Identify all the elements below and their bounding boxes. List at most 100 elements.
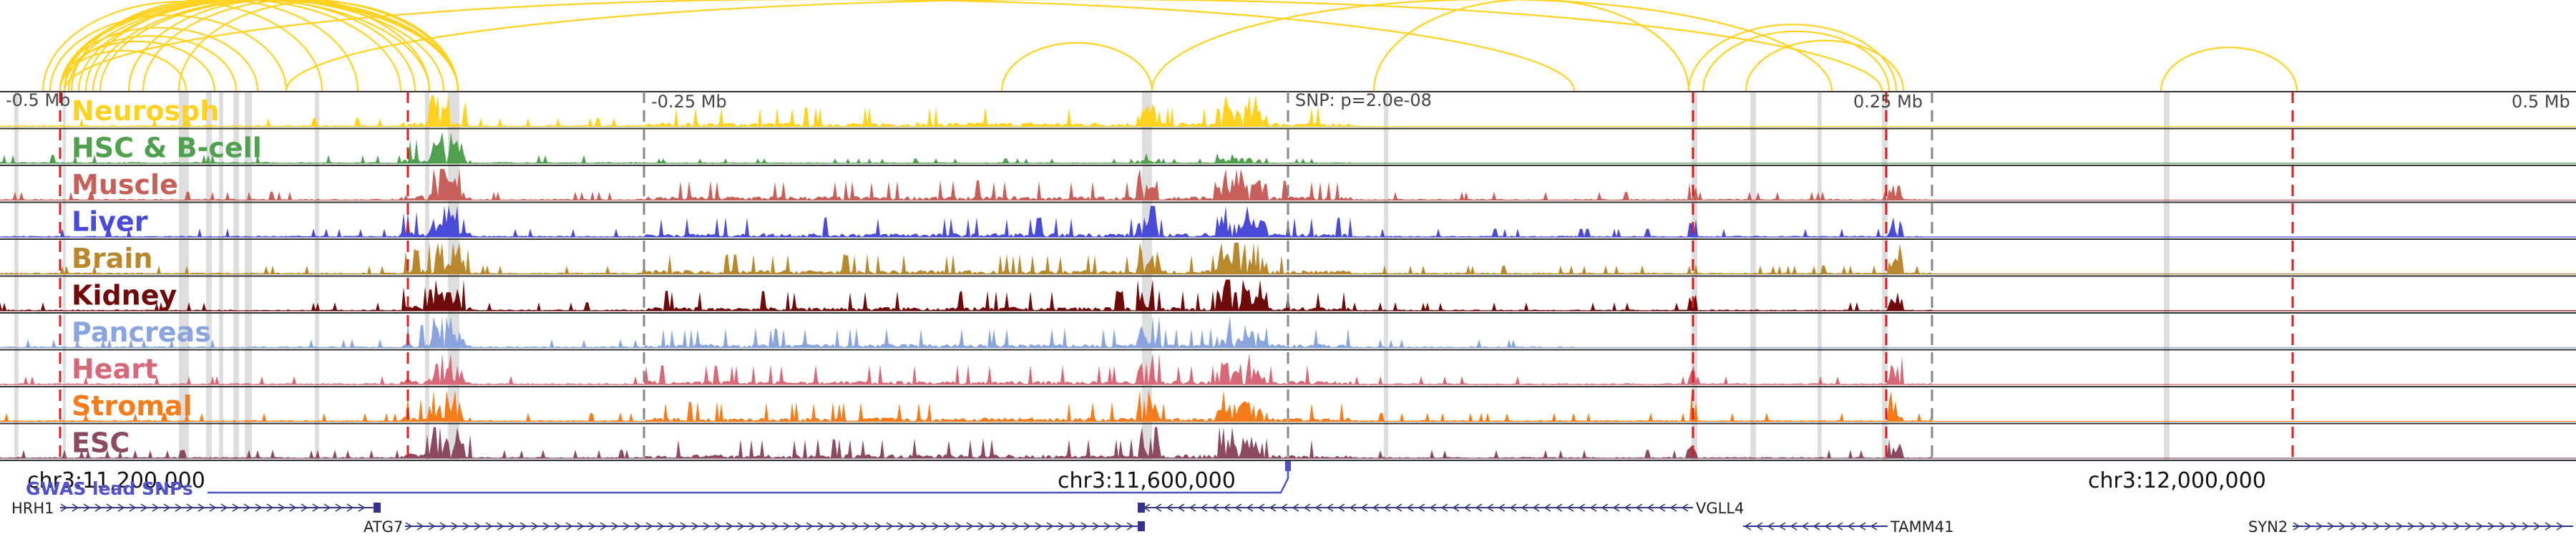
gene-strand-arrow bbox=[209, 503, 217, 512]
signal-neurosph bbox=[0, 95, 1360, 127]
gene-strand-arrow bbox=[1326, 503, 1334, 512]
gene-strand-arrow bbox=[255, 503, 263, 512]
signal-stromal bbox=[0, 390, 1932, 422]
gene-strand-arrow bbox=[497, 522, 504, 531]
signal-muscle bbox=[0, 169, 1932, 200]
gene-strand-arrow bbox=[1092, 522, 1100, 531]
gene-strand-arrow bbox=[737, 522, 745, 531]
gene-strand-arrow bbox=[439, 522, 447, 531]
gene-strand-arrow bbox=[657, 522, 665, 531]
loop-arc bbox=[99, 0, 459, 92]
signal-hsc-b-cell bbox=[0, 132, 1360, 163]
gene-strand-arrow bbox=[542, 522, 550, 531]
gene-strand-arrow bbox=[2430, 522, 2438, 531]
track-label: Heart bbox=[72, 354, 157, 385]
gene-strand-arrow bbox=[897, 522, 905, 531]
gene-strand-arrow bbox=[451, 522, 459, 531]
gene-exon bbox=[1138, 503, 1145, 513]
gene-strand-arrow bbox=[1126, 522, 1134, 531]
gene-strand-arrow bbox=[783, 522, 791, 531]
gene-strand-arrow bbox=[129, 503, 137, 512]
gene-strand-arrow bbox=[966, 522, 974, 531]
gene-strand-arrow bbox=[920, 522, 928, 531]
gene-strand-arrow bbox=[1418, 503, 1425, 512]
loop-arc bbox=[1745, 39, 1905, 92]
gene-strand-arrow bbox=[1000, 522, 1008, 531]
offset-label-minus-half: -0.5 Mb bbox=[6, 90, 70, 110]
gene-strand-arrow bbox=[1383, 503, 1391, 512]
gene-strand-arrow bbox=[943, 522, 951, 531]
gene-strand-arrow bbox=[72, 503, 79, 512]
gene-strand-arrow bbox=[1080, 522, 1088, 531]
gene-strand-arrow bbox=[301, 503, 308, 512]
gene-strand-arrow bbox=[1069, 522, 1077, 531]
loop-arc bbox=[59, 0, 431, 92]
gene-strand-arrow bbox=[1824, 522, 1832, 531]
gene-strand-arrow bbox=[955, 522, 962, 531]
gene-strand-arrow bbox=[106, 503, 114, 512]
gene-strand-arrow bbox=[817, 522, 825, 531]
gene-strand-arrow bbox=[2338, 522, 2346, 531]
loop-arc bbox=[70, 0, 359, 92]
gene-strand-arrow bbox=[760, 522, 768, 531]
track-label: HSC & B-cell bbox=[72, 132, 262, 164]
gene-strand-arrow bbox=[600, 522, 608, 531]
gene-exon bbox=[1138, 521, 1145, 531]
gene-strand-arrow bbox=[2419, 522, 2426, 531]
gene-strand-arrow bbox=[416, 522, 424, 531]
loop-arc bbox=[59, 40, 216, 92]
gene-strand-arrow bbox=[668, 522, 676, 531]
gene-strand-arrow bbox=[2316, 522, 2323, 531]
gene-strand-arrow bbox=[806, 522, 814, 531]
coordinate-label-3: chr3:12,000,000 bbox=[2088, 468, 2266, 493]
gene-strand-arrow bbox=[140, 503, 148, 512]
gene-exon bbox=[374, 503, 381, 513]
coordinate-label-1: chr3:11,200,000 bbox=[27, 468, 205, 493]
gene-strand-arrow bbox=[1532, 503, 1540, 512]
gene-strand-arrow bbox=[829, 522, 836, 531]
gene-strand-arrow bbox=[840, 522, 848, 531]
track-label: Pancreas bbox=[72, 316, 211, 348]
gene-strand-arrow bbox=[1543, 503, 1551, 512]
gwas-label: GWAS lead SNPs bbox=[26, 478, 193, 499]
gene-strand-arrow bbox=[1406, 503, 1414, 512]
gene-strand-arrow bbox=[1486, 503, 1494, 512]
gene-strand-arrow bbox=[94, 503, 102, 512]
coordinate-label-2: chr3:11,600,000 bbox=[1058, 468, 1236, 493]
track-label: Kidney bbox=[72, 280, 177, 311]
loop-arc bbox=[84, 0, 416, 92]
gene-strand-arrow bbox=[358, 503, 366, 512]
gene-strand-arrow bbox=[1189, 503, 1196, 512]
gene-strand-arrow bbox=[531, 522, 539, 531]
gene-strand-arrow bbox=[1521, 503, 1528, 512]
loop-arc bbox=[63, 0, 1576, 92]
track-label: Liver bbox=[72, 206, 148, 238]
gene-strand-arrow bbox=[1292, 503, 1299, 512]
gene-strand-arrow bbox=[1395, 503, 1402, 512]
loop-arc bbox=[142, 0, 459, 92]
gene-strand-arrow bbox=[1200, 503, 1208, 512]
gene-strand-arrow bbox=[1440, 503, 1448, 512]
gene-strand-arrow bbox=[152, 503, 160, 512]
gene-strand-arrow bbox=[1257, 503, 1265, 512]
offset-label-plus-quarter: 0.25 Mb bbox=[1853, 92, 1923, 112]
track-label: Stromal bbox=[72, 390, 192, 422]
gene-strand-arrow bbox=[1669, 503, 1677, 512]
gene-strand-arrow bbox=[554, 522, 562, 531]
gene-strand-arrow bbox=[1269, 503, 1277, 512]
loop-arc bbox=[49, 14, 288, 92]
snp-label: SNP: p=2.0e-08 bbox=[1295, 90, 1432, 110]
gene-strand-arrow bbox=[1058, 522, 1065, 531]
track-label: ESC bbox=[72, 427, 130, 459]
gene-strand-arrow bbox=[243, 503, 251, 512]
gene-strand-arrow bbox=[1624, 503, 1631, 512]
gene-strand-arrow bbox=[794, 522, 802, 531]
gene-strand-arrow bbox=[588, 522, 596, 531]
gene-strand-arrow bbox=[645, 522, 653, 531]
gene-strand-arrow bbox=[405, 522, 413, 531]
loop-arc bbox=[1372, 0, 1690, 92]
gene-strand-arrow bbox=[623, 522, 630, 531]
gene-strand-arrow bbox=[1349, 503, 1357, 512]
gene-strand-arrow bbox=[2384, 522, 2392, 531]
